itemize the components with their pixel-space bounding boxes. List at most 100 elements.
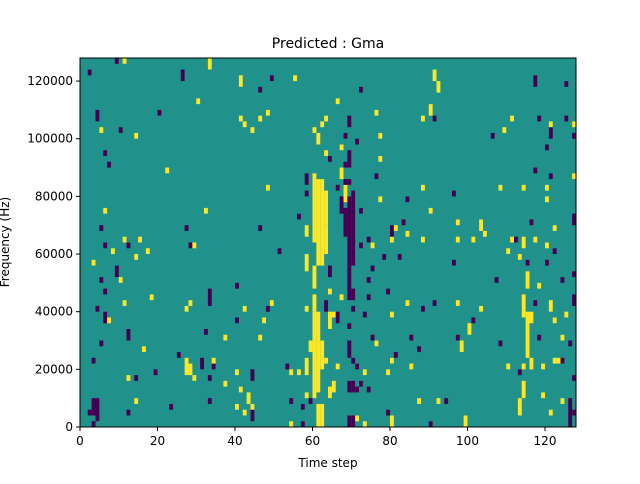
heatmap-cell-high bbox=[370, 242, 375, 249]
heatmap-cell-high bbox=[134, 132, 139, 139]
heatmap-cell-high bbox=[552, 317, 557, 324]
heatmap-cell-high bbox=[312, 179, 317, 243]
heatmap-cell-high bbox=[246, 392, 251, 404]
heatmap-cell-high bbox=[572, 121, 577, 128]
heatmap-cell-low bbox=[548, 173, 553, 180]
heatmap-cell-low bbox=[421, 305, 425, 312]
heatmap-cell-high bbox=[409, 363, 414, 370]
heatmap-cell-low bbox=[514, 236, 518, 243]
heatmap-cell-high bbox=[134, 254, 139, 260]
x-axis-label: Time step bbox=[297, 456, 357, 470]
heatmap-cell-high bbox=[335, 363, 340, 370]
heatmap-cell-low bbox=[204, 328, 208, 335]
heatmap-cell-low bbox=[351, 357, 356, 364]
heatmap-cell-low bbox=[382, 254, 387, 260]
heatmap-cell-low bbox=[355, 363, 360, 370]
heatmap-cell-high bbox=[99, 127, 104, 133]
heatmap-cell-low bbox=[153, 369, 158, 376]
heatmap-cell-high bbox=[242, 121, 247, 128]
heatmap-cell-high bbox=[192, 242, 197, 249]
heatmap-cell-high bbox=[188, 363, 193, 376]
heatmap-cell-high bbox=[405, 230, 410, 237]
heatmap-cell-low bbox=[405, 196, 410, 203]
heatmap-cell-low bbox=[300, 403, 305, 410]
heatmap-cell-high bbox=[242, 409, 247, 416]
heatmap-cell-high bbox=[455, 236, 460, 243]
heatmap-cell-low bbox=[343, 179, 348, 185]
heatmap-cell-high bbox=[304, 225, 309, 237]
heatmap-cell-high bbox=[548, 300, 553, 312]
x-tick-label: 0 bbox=[76, 434, 84, 448]
heatmap-cell-high bbox=[339, 144, 344, 151]
heatmap-cell-low bbox=[328, 156, 332, 162]
heatmap-cell-low bbox=[359, 207, 363, 214]
heatmap-cell-high bbox=[324, 357, 329, 364]
heatmap-cell-low bbox=[91, 421, 96, 427]
y-axis-label: Frequency (Hz) bbox=[0, 197, 12, 288]
heatmap-cell-high bbox=[386, 369, 391, 376]
heatmap-cell-low bbox=[91, 357, 96, 364]
heatmap-cell-low bbox=[370, 334, 375, 341]
heatmap-cell-low bbox=[347, 115, 352, 128]
heatmap-cell-low bbox=[409, 334, 414, 341]
heatmap-cell-high bbox=[374, 340, 379, 347]
x-tick-label: 120 bbox=[534, 434, 557, 448]
heatmap-cell-high bbox=[192, 375, 197, 381]
heatmap-cell-low bbox=[347, 265, 352, 301]
heatmap-cell-low bbox=[99, 277, 104, 283]
heatmap-cell-high bbox=[184, 357, 189, 376]
heatmap-cell-low bbox=[126, 409, 131, 416]
heatmap-cell-low bbox=[308, 398, 313, 404]
heatmap-cell-high bbox=[421, 115, 425, 122]
y-tick-label: 100000 bbox=[27, 132, 73, 146]
heatmap-cell-low bbox=[99, 340, 104, 347]
heatmap-cell-high bbox=[324, 150, 329, 157]
heatmap-cell-high bbox=[107, 317, 112, 324]
heatmap-cell-high bbox=[390, 311, 394, 318]
heatmap-cell-low bbox=[471, 317, 476, 324]
heatmap-cell-high bbox=[223, 380, 228, 387]
heatmap-cell-low bbox=[564, 115, 569, 122]
heatmap-cell-high bbox=[304, 305, 309, 312]
heatmap-cell-low bbox=[95, 109, 100, 122]
heatmap-cell-high bbox=[328, 311, 332, 329]
heatmap-cell-high bbox=[378, 132, 383, 139]
heatmap-cell-low bbox=[207, 398, 212, 404]
heatmap-cell-high bbox=[455, 300, 460, 306]
heatmap-cell-high bbox=[122, 236, 127, 243]
heatmap-cell-low bbox=[235, 317, 239, 324]
heatmap-cell-low bbox=[339, 196, 344, 214]
heatmap-cell-high bbox=[312, 294, 317, 312]
heatmap-cell-low bbox=[498, 340, 503, 347]
heatmap-cell-high bbox=[502, 127, 507, 133]
heatmap-cell-high bbox=[428, 207, 433, 214]
heatmap-cell-low bbox=[572, 132, 577, 139]
heatmap-cell-high bbox=[506, 248, 511, 255]
heatmap-cell-high bbox=[103, 207, 108, 214]
heatmap-cell-high bbox=[506, 363, 511, 370]
heatmap-cell-low bbox=[366, 294, 371, 301]
heatmap-cell-high bbox=[320, 340, 325, 370]
heatmap-cell-low bbox=[114, 58, 119, 64]
heatmap-cell-high bbox=[238, 115, 243, 122]
heatmap-cell-high bbox=[188, 300, 193, 306]
heatmap-cell-low bbox=[572, 294, 577, 306]
heatmap-cell-high bbox=[335, 98, 340, 105]
heatmap-cell-low bbox=[370, 265, 375, 272]
heatmap-cell-low bbox=[87, 409, 92, 416]
plot-frame bbox=[79, 57, 577, 428]
heatmap-cell-high bbox=[432, 69, 437, 82]
heatmap-cell-low bbox=[347, 415, 352, 427]
heatmap-cell-high bbox=[471, 236, 476, 243]
heatmap-cell-high bbox=[328, 288, 332, 295]
heatmap-cell-high bbox=[521, 184, 526, 191]
heatmap-cell-low bbox=[103, 242, 108, 249]
heatmap-cell-high bbox=[421, 236, 425, 243]
heatmap-cell-low bbox=[351, 288, 356, 301]
heatmap-cell-high bbox=[545, 196, 549, 203]
heatmap-cell-low bbox=[300, 421, 305, 427]
y-tick-label: 80000 bbox=[35, 189, 73, 203]
heatmap-cell-low bbox=[335, 311, 340, 324]
heatmap-cell-high bbox=[521, 363, 526, 370]
